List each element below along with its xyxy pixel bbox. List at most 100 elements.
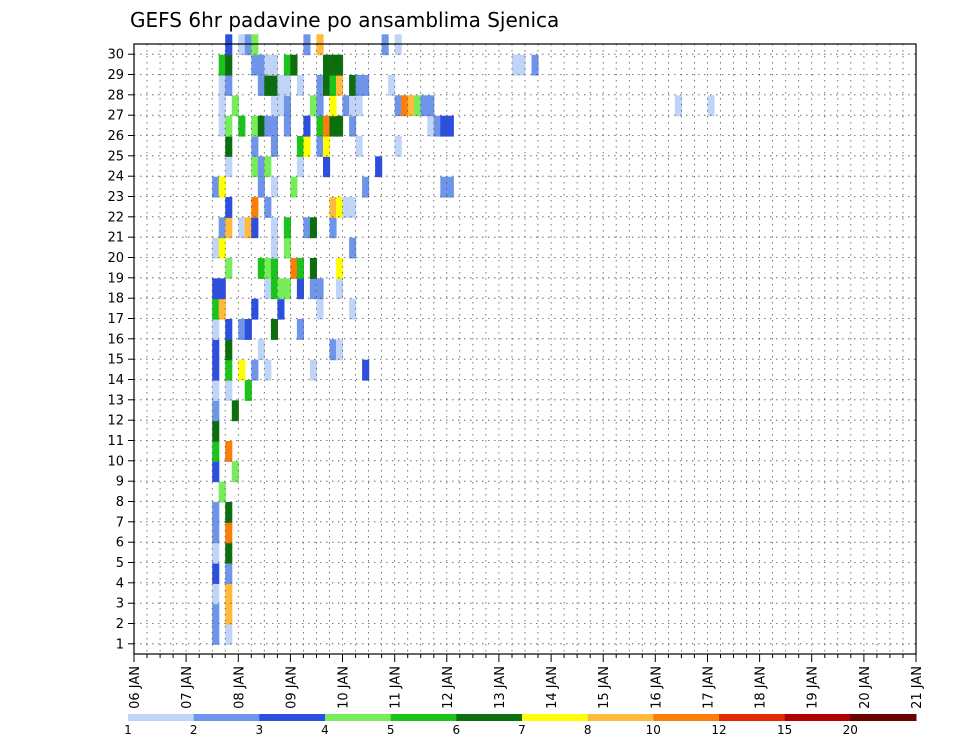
colorbar-label: 5: [387, 723, 395, 737]
heatmap-cell: [303, 136, 311, 157]
heatmap-cell: [316, 136, 324, 157]
heatmap-cell: [362, 176, 370, 198]
heatmap-cell: [225, 258, 233, 279]
heatmap-cell: [218, 75, 226, 96]
colorbar-label: 3: [255, 723, 263, 737]
heatmap-cell: [225, 502, 233, 523]
heatmap-cell: [323, 136, 331, 157]
heatmap-cell: [225, 563, 233, 584]
y-tick-label: 19: [107, 271, 124, 286]
heatmap-cell: [251, 54, 259, 76]
heatmap-cell: [349, 115, 357, 137]
heatmap-cell: [251, 298, 259, 320]
heatmap-cell: [309, 258, 317, 279]
heatmap-cell: [323, 156, 331, 178]
heatmap-cell: [323, 75, 331, 96]
heatmap-cell: [316, 278, 324, 300]
heatmap-cell: [225, 136, 233, 157]
heatmap-cell: [225, 197, 233, 218]
heatmap-cell: [329, 95, 337, 117]
colorbar-segment: [850, 714, 917, 721]
heatmap-cell: [336, 115, 344, 137]
heatmap-cell: [381, 34, 389, 56]
heatmap-cell: [270, 217, 278, 239]
x-tick-label: 08 JAN: [232, 666, 247, 709]
heatmap-cell: [225, 339, 233, 361]
heatmap-cell: [283, 95, 291, 117]
heatmap-cell: [394, 136, 402, 157]
heatmap-cell: [257, 54, 265, 76]
colorbar-segment: [193, 714, 260, 721]
x-tick-label: 14 JAN: [545, 666, 560, 709]
heatmap-cell: [244, 217, 252, 239]
heatmap-cell: [342, 197, 350, 218]
heatmap-cell: [264, 156, 272, 178]
heatmap-cell: [283, 54, 291, 76]
heatmap-cell: [296, 258, 304, 279]
heatmap-cell: [336, 339, 344, 361]
heatmap-cell: [440, 176, 448, 198]
heatmap-cell: [238, 115, 246, 137]
heatmap-cell: [440, 115, 448, 137]
heatmap-cell: [264, 115, 272, 137]
heatmap-cell: [277, 75, 285, 96]
heatmap-cell: [277, 278, 285, 300]
x-tick-label: 21 JAN: [910, 666, 925, 709]
heatmap-cell: [225, 156, 233, 178]
heatmap-cell: [212, 339, 220, 361]
heatmap-cell: [225, 542, 233, 564]
colorbar-label: 10: [646, 723, 661, 737]
heatmap-cell: [225, 217, 233, 239]
heatmap-cell: [349, 95, 357, 117]
heatmap-cell: [270, 54, 278, 76]
heatmap-cell: [329, 75, 337, 96]
heatmap-cell: [296, 136, 304, 157]
colorbar-label: 12: [711, 723, 726, 737]
chart-title: GEFS 6hr padavine po ansamblima Sjenica: [130, 8, 559, 32]
y-tick-label: 1: [116, 637, 124, 652]
heatmap-cell: [251, 197, 259, 218]
heatmap-cell: [270, 319, 278, 340]
heatmap-cell: [225, 54, 233, 76]
heatmap-cell: [225, 603, 233, 625]
heatmap-cell: [218, 481, 226, 503]
y-tick-label: 23: [107, 190, 124, 205]
heatmap-cell: [212, 278, 220, 300]
heatmap-cell: [336, 278, 344, 300]
heatmap-cell: [212, 461, 220, 483]
y-tick-label: 26: [107, 129, 124, 144]
heatmap-cell: [238, 319, 246, 340]
heatmap-cell: [231, 95, 239, 117]
heatmap-cell: [212, 359, 220, 381]
heatmap-cell: [238, 34, 246, 56]
y-tick-label: 27: [107, 109, 124, 124]
heatmap-cell: [251, 156, 259, 178]
heatmap-cell: [212, 420, 220, 442]
heatmap-cell: [283, 278, 291, 300]
y-tick-label: 18: [107, 292, 124, 307]
heatmap-cell: [283, 115, 291, 137]
heatmap-cell: [212, 441, 220, 462]
heatmap-cell: [349, 237, 357, 259]
heatmap-cell: [309, 359, 317, 381]
heatmap-cell: [296, 156, 304, 178]
colorbar-segment: [719, 714, 786, 721]
heatmap-cell: [329, 54, 337, 76]
heatmap-cell: [270, 115, 278, 137]
y-tick-label: 29: [107, 68, 124, 83]
heatmap-cell: [270, 176, 278, 198]
heatmap-cell: [225, 583, 233, 605]
y-tick-label: 22: [107, 210, 124, 225]
colorbar-segment: [587, 714, 654, 721]
colorbar-segment: [653, 714, 720, 721]
x-tick-label: 16 JAN: [649, 666, 664, 709]
heatmap-cell: [218, 278, 226, 300]
heatmap-cell: [362, 75, 370, 96]
heatmap-cell: [290, 176, 298, 198]
heatmap-cell: [251, 217, 259, 239]
heatmap-cell: [212, 400, 220, 422]
heatmap-cell: [316, 95, 324, 117]
heatmap-cell: [446, 115, 454, 137]
heatmap-cell: [309, 278, 317, 300]
heatmap-cell: [355, 95, 363, 117]
